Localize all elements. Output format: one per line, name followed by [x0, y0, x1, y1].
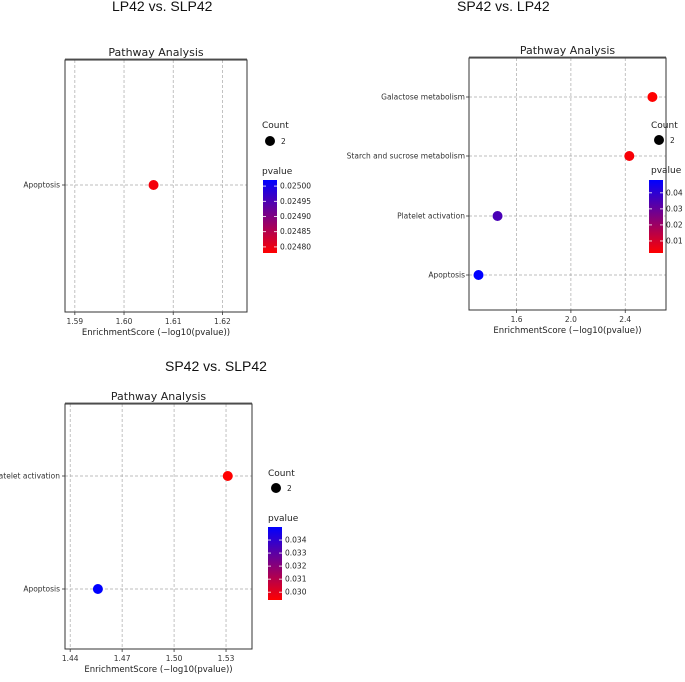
colorbar-tick-label: 0.031 [285, 575, 307, 584]
y-tick-label-apoptosis: Apoptosis [23, 181, 60, 190]
count-legend-title: Count [651, 121, 678, 131]
x-tick-label: 1.44 [62, 654, 79, 663]
count-legend-title: Count [262, 121, 289, 131]
x-tick-label: 1.47 [114, 654, 131, 663]
plot-border [64, 59, 248, 313]
count-legend-dot [265, 136, 275, 146]
count-legend-label: 2 [287, 484, 292, 493]
x-axis-label: EnrichmentScore (−log10(pvalue)) [84, 665, 232, 675]
pvalue-colorbar [263, 180, 277, 253]
pvalue-legend-title: pvalue [651, 166, 682, 176]
data-point-platelet-activation [492, 211, 503, 221]
data-point-galactose-metabolism [647, 92, 658, 102]
pvalue-legend-title: pvalue [262, 167, 293, 177]
colorbar-tick-label: 0.030 [285, 588, 307, 597]
colorbar-tick-label: 0.02485 [280, 227, 311, 236]
pvalue-colorbar [268, 527, 282, 600]
y-tick-label-platelet-activation: Platelet activation [0, 472, 60, 481]
y-tick-label-galactose-metabolism: Galactose metabolism [381, 93, 465, 102]
count-legend-dot [654, 135, 664, 145]
plot-border [64, 403, 253, 650]
x-tick-label: 1.62 [214, 317, 231, 326]
colorbar-tick-label: 0.02 [666, 220, 683, 229]
data-point-apoptosis [148, 180, 159, 190]
chart-sp42-vs-slp42: Pathway Analysis 1.44 1.47 1.50 1.53 Platelet… [0, 388, 307, 675]
x-tick-label: 1.61 [165, 317, 182, 326]
x-tick-label: 1.53 [218, 654, 235, 663]
data-point-apoptosis [92, 584, 103, 594]
x-tick-label: 2.0 [565, 315, 577, 324]
count-legend-dot [271, 483, 281, 493]
colorbar-tick-label: 0.02480 [280, 242, 311, 251]
data-point-platelet-activation [222, 471, 233, 481]
colorbar-tick-label: 0.032 [285, 562, 307, 571]
colorbar-tick-label: 0.034 [285, 536, 307, 545]
colorbar-tick-label: 0.033 [285, 549, 307, 558]
colorbar-tick-label: 0.02495 [280, 197, 311, 206]
facet-strip [65, 44, 247, 60]
x-axis-label: EnrichmentScore (−log10(pvalue)) [82, 328, 230, 338]
colorbar-tick-label: 0.03 [666, 204, 683, 213]
colorbar-tick-label: 0.02500 [280, 182, 311, 191]
y-tick-label-apoptosis: Apoptosis [23, 585, 60, 594]
x-tick-label: 1.6 [511, 315, 523, 324]
facet-strip [65, 388, 252, 404]
y-tick-label-apoptosis: Apoptosis [428, 271, 465, 280]
plot-panel [65, 404, 252, 649]
facet-strip [469, 42, 666, 58]
panel-title-sp42-vs-slp42: SP42 vs. SLP42 [165, 358, 267, 374]
chart-title: Pathway Analysis [520, 44, 615, 57]
colorbar-tick-label: 0.01 [666, 236, 683, 245]
pvalue-colorbar [649, 180, 663, 253]
colorbar-tick-label: 0.04 [666, 188, 683, 197]
colorbar-tick-label: 0.02490 [280, 212, 311, 221]
pvalue-legend-title: pvalue [268, 514, 299, 524]
panel-title-sp42-vs-lp42: SP42 vs. LP42 [457, 0, 550, 14]
count-legend-label: 2 [281, 137, 286, 146]
data-point-starch-and-sucrose-metabolism [624, 151, 635, 161]
x-tick-label: 2.4 [619, 315, 631, 324]
y-tick-label-starch-and-sucrose-metabolism: Starch and sucrose metabolism [347, 152, 465, 161]
chart-sp42-vs-lp42: Pathway Analysis 1.6 2.0 2.4 Galactose metab… [347, 42, 683, 336]
plot-panel [469, 58, 666, 310]
chart-title: Pathway Analysis [111, 390, 206, 403]
count-legend-label: 2 [670, 136, 675, 145]
data-point-apoptosis [473, 270, 484, 280]
chart-title: Pathway Analysis [108, 46, 203, 59]
plot-border [468, 57, 667, 311]
panel-title-lp42-vs-slp42: LP42 vs. SLP42 [112, 0, 213, 14]
count-legend-title: Count [268, 469, 295, 479]
x-axis-label: EnrichmentScore (−log10(pvalue)) [493, 326, 641, 336]
x-tick-label: 1.50 [166, 654, 183, 663]
x-tick-label: 1.60 [116, 317, 133, 326]
chart-lp42-vs-slp42: Pathway Analysis 1.59 1.60 1.61 1.62 Apoptosi… [23, 44, 311, 338]
x-tick-label: 1.59 [66, 317, 83, 326]
y-tick-label-platelet-activation: Platelet activation [397, 212, 465, 221]
